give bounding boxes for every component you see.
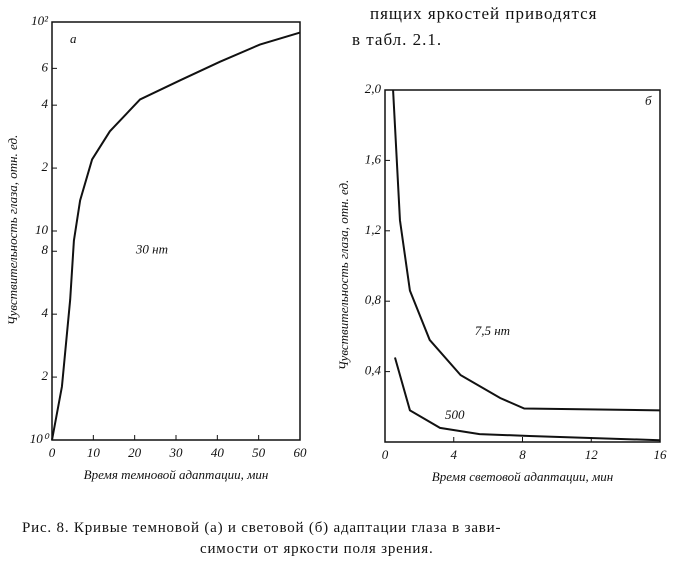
x-tick-label: 30 <box>169 445 184 460</box>
y-tick-label: 1,2 <box>365 222 382 237</box>
body-text: в табл. 2.1. <box>352 30 443 49</box>
y-tick-label: 2 <box>42 368 49 383</box>
curve-label: 7,5 нт <box>475 323 510 338</box>
plot-frame <box>51 21 301 441</box>
y-tick-label: 0,4 <box>365 363 382 378</box>
curve <box>392 89 661 412</box>
x-tick-label: 12 <box>585 447 599 462</box>
y-tick-label: 4 <box>42 305 49 320</box>
caption: симости от яркости поля зрения. <box>200 541 434 557</box>
curve-label: 30 нт <box>135 242 168 257</box>
y-tick-label: 10⁰ <box>30 431 50 446</box>
caption: Рис. 8. Кривые темновой (а) и световой (… <box>22 520 502 536</box>
y-tick-label: 10 <box>35 222 49 237</box>
body-text: пящих яркостей приводятся <box>370 4 598 23</box>
x-tick-label: 0 <box>382 447 389 462</box>
x-tick-label: 50 <box>252 445 266 460</box>
y-tick-label: 2,0 <box>365 81 382 96</box>
x-tick-label: 4 <box>451 447 458 462</box>
x-tick-label: 40 <box>211 445 225 460</box>
y-tick-label: 10² <box>31 13 49 28</box>
x-tick-label: 8 <box>519 447 526 462</box>
x-axis-label: Время световой адаптации, мин <box>432 469 613 484</box>
y-tick-label: 6 <box>42 59 49 74</box>
panel-label: б <box>645 93 652 108</box>
y-axis-label: Чувствительность глаза, отн. ед. <box>5 135 20 326</box>
y-tick-label: 8 <box>42 242 49 257</box>
x-tick-label: 10 <box>87 445 101 460</box>
curve-label: 500 <box>445 407 465 422</box>
plot-frame <box>384 89 661 443</box>
panel-label: а <box>70 31 77 46</box>
y-axis-label: Чувствительность глаза, отн. ед. <box>336 180 351 371</box>
curve <box>394 357 661 442</box>
y-tick-label: 1,6 <box>365 151 382 166</box>
x-tick-label: 0 <box>49 445 56 460</box>
x-axis-label: Время темновой адаптации, мин <box>84 467 269 482</box>
x-tick-label: 20 <box>128 445 142 460</box>
y-tick-label: 4 <box>42 96 49 111</box>
curve <box>51 31 301 441</box>
x-tick-label: 60 <box>294 445 308 460</box>
x-tick-label: 16 <box>654 447 668 462</box>
y-tick-label: 2 <box>42 159 49 174</box>
y-tick-label: 0,8 <box>365 292 382 307</box>
